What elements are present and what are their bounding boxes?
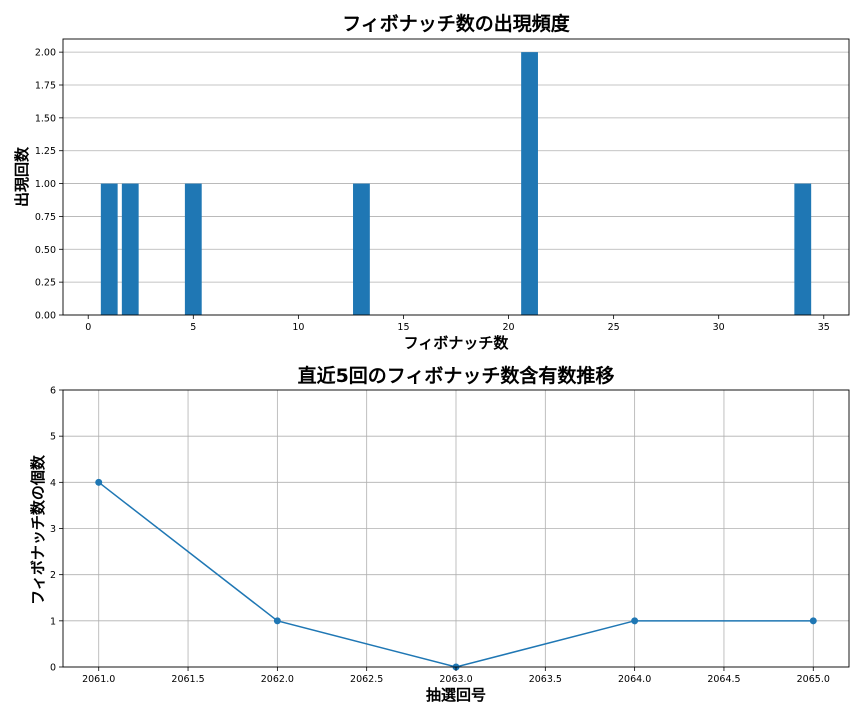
chart2-y-tick-label: 3 [50,524,56,535]
chart2-x-tick-label: 2064.5 [707,674,740,685]
chart2-y-tick-label: 0 [50,663,56,674]
chart1-bar [794,183,812,315]
chart1-y-tick-label: 0.25 [35,278,56,289]
chart2-x-tick-label: 2061.0 [82,674,115,685]
chart1-plot-frame [62,38,850,316]
chart2-data-point [809,617,817,625]
chart2-title: 直近5回のフィボナッチ数含有数推移 [298,364,615,387]
chart2-y-ticks: 0 1 2 3 4 5 6 [50,386,63,674]
chart1-x-tick-label: 35 [818,322,830,333]
chart2-y-tick-label: 6 [50,386,56,397]
chart1-x-axis-label: フィボナッチ数 [404,334,510,352]
chart1-x-tick-label: 20 [502,322,514,333]
chart1-x-ticks: 0 5 10 15 20 25 30 35 [85,315,830,333]
line-chart: 直近5回のフィボナッチ数含有数推移 2061.0 2061.5 2062.0 2062… [29,364,850,704]
chart2-x-tick-label: 2065.0 [797,674,830,685]
chart1-x-tick-label: 25 [608,322,620,333]
chart2-y-tick-label: 1 [50,616,56,627]
chart1-y-tick-label: 1.50 [35,113,56,124]
chart2-y-tick-label: 5 [50,432,56,443]
chart2-data-point [95,478,103,486]
chart2-x-ticks: 2061.0 2061.5 2062.0 2062.5 2063.0 2063.5 2064… [82,667,830,685]
chart2-x-tick-label: 2063.5 [529,674,562,685]
chart1-y-tick-label: 0.75 [35,212,56,223]
chart2-x-tick-label: 2061.5 [171,674,204,685]
chart1-bars [100,52,812,316]
chart1-y-ticks: 0.00 0.25 0.50 0.75 1.00 1.25 1.50 1.75 2.00 [35,48,63,322]
chart1-x-tick-label: 10 [292,322,304,333]
chart2-x-tick-label: 2063.0 [439,674,472,685]
chart1-x-tick-label: 5 [190,322,196,333]
chart1-bar [121,183,139,315]
chart2-data-point [273,617,281,625]
chart1-y-tick-label: 0.00 [35,311,56,322]
chart1-y-tick-label: 2.00 [35,48,56,59]
chart1-x-tick-label: 30 [713,322,725,333]
chart1-x-tick-label: 15 [397,322,409,333]
chart1-bar [184,183,202,315]
chart1-y-tick-label: 0.50 [35,245,56,256]
chart2-y-tick-label: 2 [50,570,56,581]
chart1-y-axis-label: 出現回数 [13,146,31,207]
chart2-y-tick-label: 4 [50,478,56,489]
chart1-y-tick-label: 1.75 [35,81,56,92]
chart2-y-axis-label: フィボナッチ数の個数 [29,454,47,605]
chart2-x-tick-label: 2062.0 [261,674,294,685]
chart1-bar [353,183,370,315]
chart2-x-axis-label: 抽選回号 [426,686,486,704]
chart2-x-tick-label: 2062.5 [350,674,383,685]
chart2-data-point [631,617,639,625]
chart2-x-tick-label: 2064.0 [618,674,651,685]
chart1-bar [521,52,538,316]
chart1-y-tick-label: 1.25 [35,146,56,157]
chart1-y-tick-label: 1.00 [35,179,56,190]
bar-chart: フィボナッチ数の出現頻度 0 5 10 15 20 25 30 35 0.00 0.25 0.50… [13,12,850,352]
chart1-title: フィボナッチ数の出現頻度 [342,12,571,35]
chart1-x-tick-label: 0 [85,322,91,333]
chart1-bar [100,183,118,315]
